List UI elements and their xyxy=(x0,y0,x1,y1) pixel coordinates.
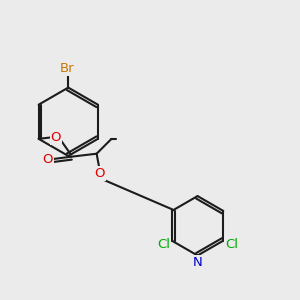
Text: Cl: Cl xyxy=(225,238,238,251)
Text: O: O xyxy=(42,153,52,166)
Text: N: N xyxy=(193,256,202,269)
Text: O: O xyxy=(94,167,105,180)
Text: Cl: Cl xyxy=(157,238,170,251)
Text: O: O xyxy=(51,131,61,144)
Text: Br: Br xyxy=(59,62,74,75)
